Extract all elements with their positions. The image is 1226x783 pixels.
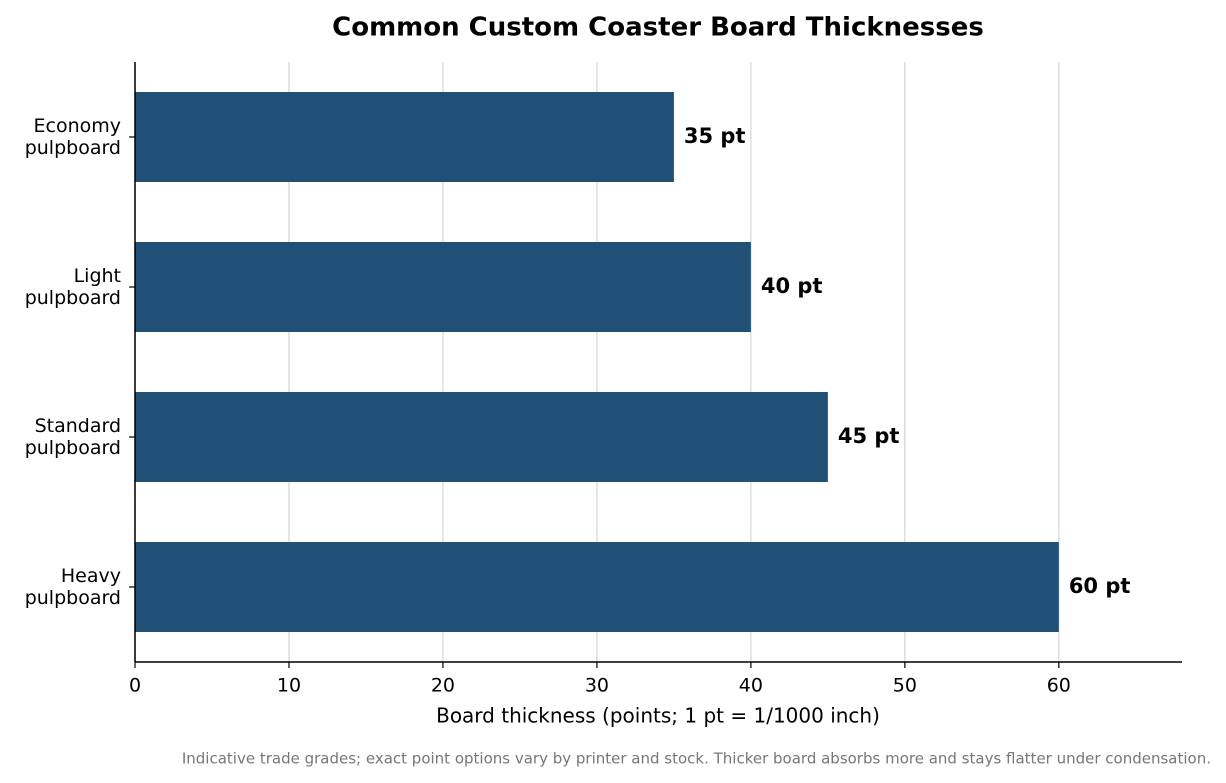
footnote: Indicative trade grades; exact point opt… — [182, 750, 1211, 768]
x-tick-label: 40 — [739, 675, 763, 697]
x-tick-label: 10 — [277, 675, 301, 697]
bar — [135, 392, 828, 482]
bar — [135, 542, 1059, 632]
y-tick-label: Standard pulpboard — [25, 415, 121, 459]
value-label: 45 pt — [838, 424, 900, 448]
value-label: 35 pt — [684, 124, 746, 148]
value-label: 60 pt — [1069, 574, 1131, 598]
x-axis-label: Board thickness (points; 1 pt = 1/1000 i… — [436, 704, 880, 728]
x-tick-label: 50 — [893, 675, 917, 697]
x-tick-label: 20 — [431, 675, 455, 697]
x-tick-label: 30 — [585, 675, 609, 697]
x-tick-label: 0 — [129, 675, 141, 697]
value-label: 40 pt — [761, 274, 823, 298]
chart-title: Common Custom Coaster Board Thicknesses — [332, 13, 984, 43]
bar — [135, 92, 674, 182]
y-tick-label: Light pulpboard — [25, 265, 121, 309]
x-tick-label: 60 — [1047, 675, 1071, 697]
bar — [135, 242, 751, 332]
y-tick-label: Economy pulpboard — [25, 115, 121, 159]
y-tick-label: Heavy pulpboard — [25, 565, 121, 609]
